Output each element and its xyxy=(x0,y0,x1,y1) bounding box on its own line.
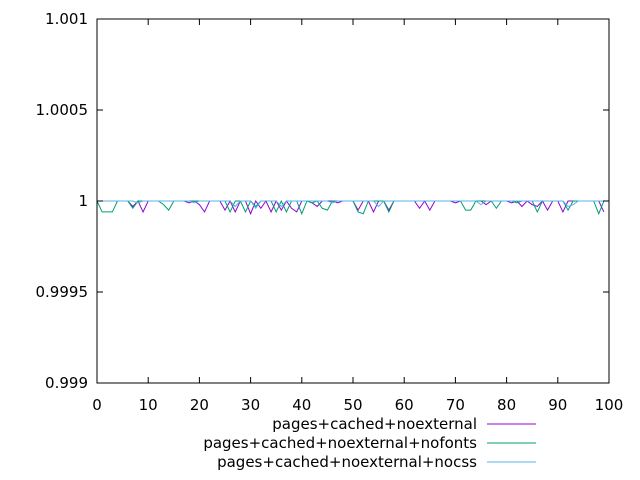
x-tick-label: 20 xyxy=(190,396,209,414)
y-tick-label: 1 xyxy=(78,192,88,210)
legend-label-1: pages+cached+noexternal xyxy=(272,415,477,433)
x-tick-label: 50 xyxy=(343,396,362,414)
x-tick-label: 60 xyxy=(395,396,414,414)
legend-label-3: pages+cached+noexternal+nocss xyxy=(217,453,477,471)
legend-label-2: pages+cached+noexternal+nofonts xyxy=(203,434,477,452)
x-tick-label: 90 xyxy=(548,396,567,414)
x-tick-label: 0 xyxy=(92,396,102,414)
y-tick-label: 1.001 xyxy=(45,10,88,28)
x-tick-label: 80 xyxy=(497,396,516,414)
series-line-3 xyxy=(97,200,604,210)
legend: pages+cached+noexternalpages+cached+noex… xyxy=(203,415,536,471)
y-tick-label: 0.9995 xyxy=(36,283,89,301)
x-tick-label: 40 xyxy=(292,396,311,414)
axis-tick-labels: 0 10 20 30 40 50 60 70 80 90 100 0.999 0.9995 1 1.0005… xyxy=(36,10,624,414)
x-tick-label: 30 xyxy=(241,396,260,414)
series-layer xyxy=(96,199,605,216)
x-tick-label: 10 xyxy=(139,396,158,414)
x-tick-label: 100 xyxy=(595,396,624,414)
y-tick-label: 0.999 xyxy=(45,374,88,392)
axis-ticks xyxy=(96,18,610,384)
x-tick-label: 70 xyxy=(446,396,465,414)
y-tick-label: 1.0005 xyxy=(36,101,89,119)
